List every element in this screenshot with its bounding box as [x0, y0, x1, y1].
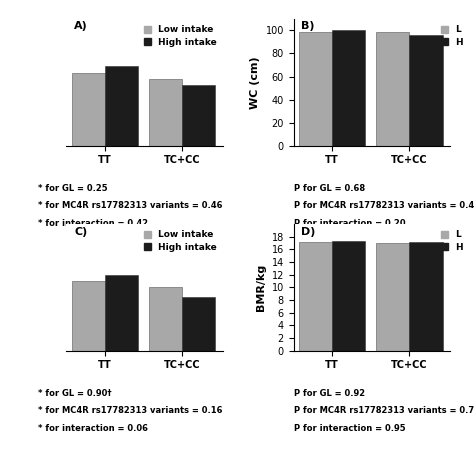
Bar — [72, 73, 105, 474]
Bar — [332, 30, 365, 146]
Legend: L, H: L, H — [439, 228, 465, 254]
Bar — [72, 281, 105, 474]
Text: * for GL = 0.25: * for GL = 0.25 — [38, 183, 108, 192]
Text: C): C) — [74, 227, 87, 237]
Bar — [299, 32, 332, 146]
Bar — [149, 79, 182, 474]
Bar — [376, 32, 410, 146]
Text: P for MC4R rs17782313 variants = 0.7...: P for MC4R rs17782313 variants = 0.7... — [293, 407, 474, 416]
Text: * for interaction = 0.06: * for interaction = 0.06 — [38, 424, 148, 433]
Text: * for MC4R rs17782313 variants = 0.16: * for MC4R rs17782313 variants = 0.16 — [38, 407, 223, 416]
Text: P for interaction = 0.95: P for interaction = 0.95 — [293, 424, 405, 433]
Bar — [332, 241, 365, 351]
Bar — [410, 243, 443, 351]
Legend: L, H: L, H — [439, 24, 465, 49]
Text: P for GL = 0.92: P for GL = 0.92 — [293, 389, 365, 398]
Text: A): A) — [74, 21, 88, 31]
Bar — [376, 243, 410, 351]
Y-axis label: BMR/kg: BMR/kg — [256, 264, 266, 311]
Legend: Low intake, High intake: Low intake, High intake — [142, 228, 219, 254]
Text: B): B) — [301, 21, 315, 31]
Text: P for MC4R rs17782313 variants = 0.4...: P for MC4R rs17782313 variants = 0.4... — [293, 201, 474, 210]
Text: * for interaction = 0.42: * for interaction = 0.42 — [38, 219, 148, 228]
Text: * for MC4R rs17782313 variants = 0.46: * for MC4R rs17782313 variants = 0.46 — [38, 201, 223, 210]
Text: P for interaction = 0.20: P for interaction = 0.20 — [293, 219, 405, 228]
Bar — [299, 242, 332, 351]
Text: * for GL = 0.90†: * for GL = 0.90† — [38, 389, 112, 398]
Bar — [149, 287, 182, 474]
Bar — [182, 297, 215, 474]
Bar — [105, 275, 138, 474]
Bar — [410, 35, 443, 146]
Legend: Low intake, High intake: Low intake, High intake — [142, 24, 219, 49]
Text: P for GL = 0.68: P for GL = 0.68 — [293, 183, 365, 192]
Bar — [105, 66, 138, 474]
Text: D): D) — [301, 227, 316, 237]
Bar — [182, 85, 215, 474]
Y-axis label: WC (cm): WC (cm) — [250, 56, 260, 109]
